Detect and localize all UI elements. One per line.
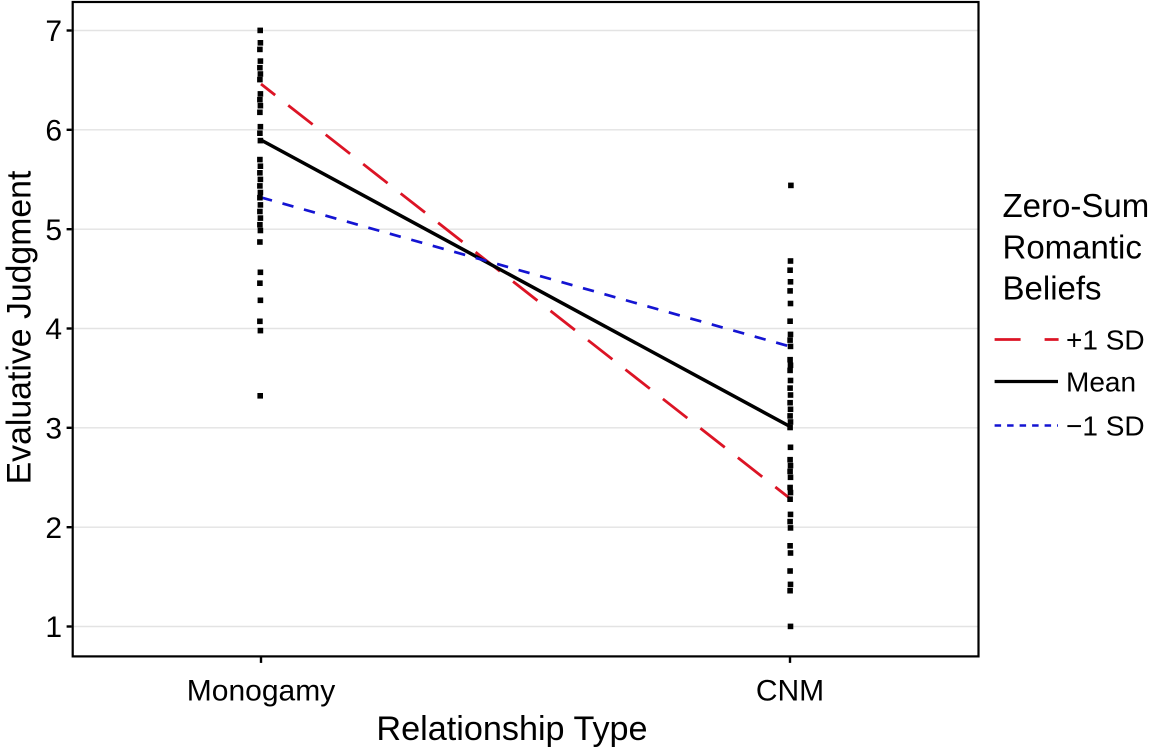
svg-text:Zero-Sum: Zero-Sum [1003, 187, 1150, 224]
svg-text:Mean: Mean [1066, 367, 1136, 398]
svg-text:6: 6 [45, 115, 62, 148]
svg-text:2: 2 [45, 512, 62, 545]
svg-text:+1 SD: +1 SD [1066, 325, 1145, 356]
svg-text:Monogamy: Monogamy [187, 674, 335, 707]
svg-text:7: 7 [45, 15, 62, 48]
svg-text:Romantic: Romantic [1003, 228, 1142, 265]
svg-text:Beliefs: Beliefs [1003, 270, 1102, 307]
svg-text:Relationship Type: Relationship Type [376, 710, 647, 748]
svg-text:5: 5 [45, 214, 62, 247]
svg-text:1: 1 [45, 611, 62, 644]
svg-text:3: 3 [45, 413, 62, 446]
svg-text:CNM: CNM [756, 674, 824, 707]
svg-text:−1 SD: −1 SD [1066, 411, 1145, 442]
svg-text:4: 4 [45, 313, 62, 346]
svg-text:Evaluative Judgment: Evaluative Judgment [1, 170, 39, 484]
